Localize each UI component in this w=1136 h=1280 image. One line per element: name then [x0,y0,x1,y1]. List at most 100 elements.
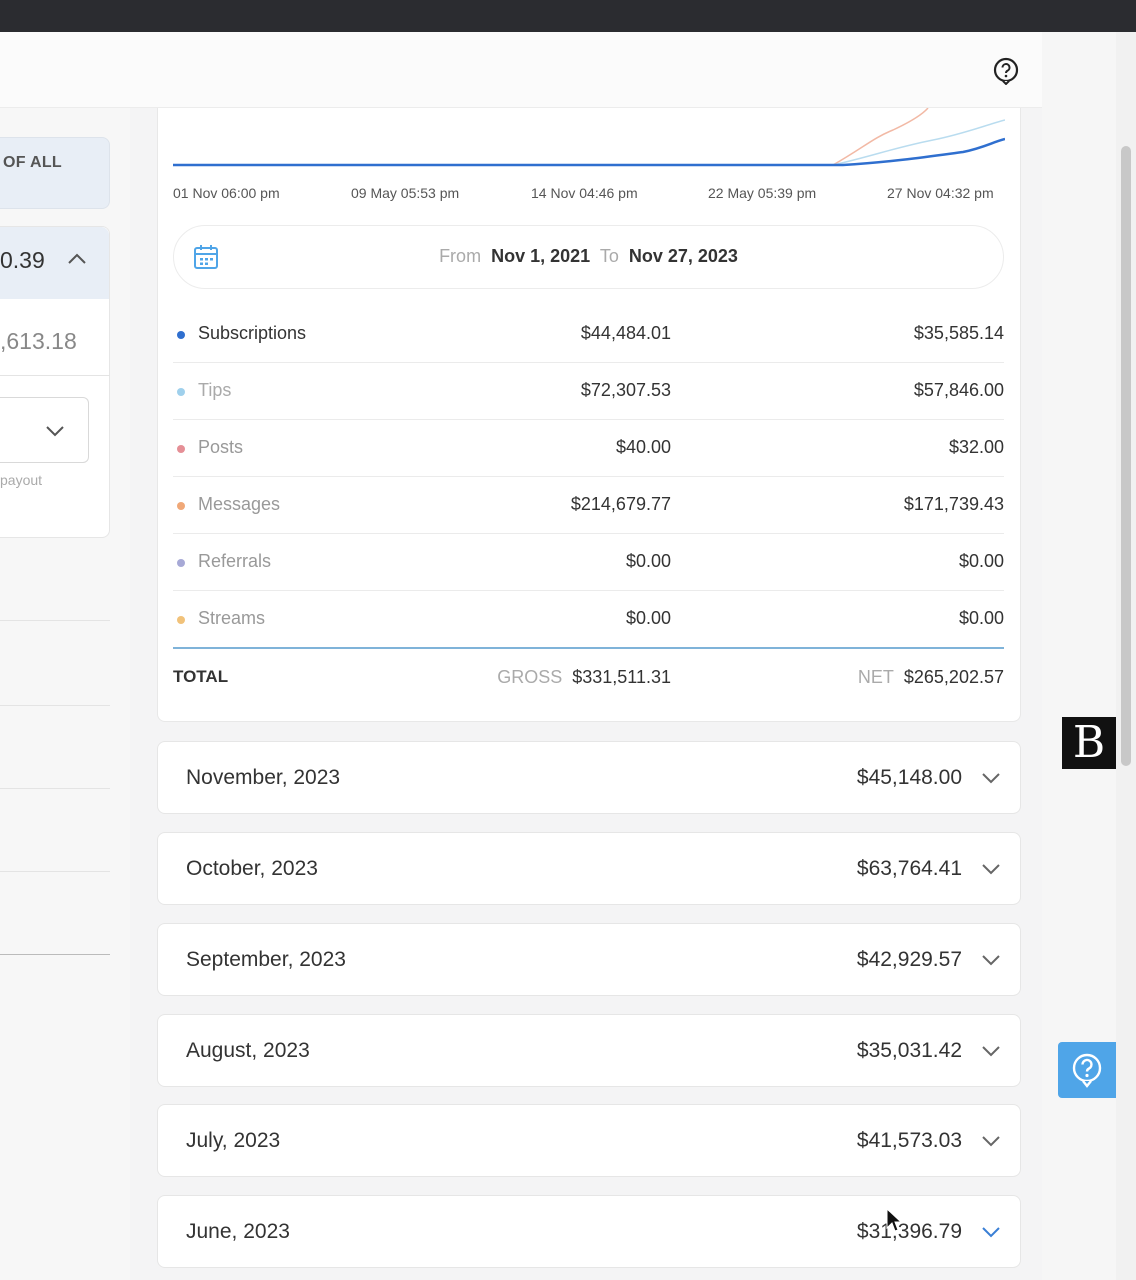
legend-dot [177,559,185,567]
chevron-down-icon[interactable] [980,1133,1002,1149]
x-tick-label: 22 May 05:39 pm [708,185,817,201]
earnings-label: Messages [198,494,281,514]
gross-amount: $0.00 [625,551,671,571]
left-summary-card: 0.39 ,613.18 payout [0,226,110,538]
chevron-down-icon[interactable] [980,952,1002,968]
gross-amount: $72,307.53 [580,380,671,400]
gross-amount: $44,484.01 [580,323,671,343]
earnings-label: Streams [198,608,266,628]
month-name: September, 2023 [186,948,346,971]
month-row[interactable]: July, 2023 $41,573.03 [157,1104,1021,1177]
payout-select[interactable] [0,397,89,463]
to-date: Nov 27, 2023 [628,246,738,266]
tips-series-line [173,119,1005,166]
help-chat-icon [1072,1053,1102,1088]
page-header [0,32,1042,108]
month-amount: $63,764.41 [856,857,962,880]
earnings-label: Subscriptions [198,323,307,343]
gross-amount: $214,679.77 [570,494,671,514]
month-name: August, 2023 [186,1039,310,1062]
month-row[interactable]: June, 2023 $31,396.79 [157,1195,1021,1268]
earnings-card [157,108,1021,722]
legend-dot [177,502,185,510]
browser-top-bar [0,0,1136,32]
earnings-label: Tips [198,380,232,400]
earnings-row-referrals: Referrals $0.00 $0.00 [173,534,1004,591]
month-amount: $45,148.00 [856,766,962,789]
x-tick-label: 27 Nov 04:32 pm [887,185,994,201]
earnings-row-streams: Streams $0.00 $0.00 [173,591,1004,648]
net-amount: $171,739.43 [903,494,1004,514]
month-row[interactable]: September, 2023 $42,929.57 [157,923,1021,996]
x-tick-label: 09 May 05:53 pm [351,185,460,201]
net-amount: $35,585.14 [913,323,1004,343]
to-label: To [599,246,619,266]
month-row[interactable]: October, 2023 $63,764.41 [157,832,1021,905]
calendar-icon[interactable] [192,243,220,271]
earnings-row-subscriptions: Subscriptions $44,484.01 $35,585.14 [173,306,1004,363]
net-amount: $57,846.00 [913,380,1004,400]
month-amount: $35,031.42 [856,1039,962,1062]
month-name: June, 2023 [186,1220,290,1243]
chevron-down-icon [46,426,64,437]
chevron-down-icon[interactable] [980,861,1002,877]
chevron-down-icon[interactable] [980,1224,1002,1240]
subscriptions-series-line [173,137,1005,167]
current-amount: 0.39 [0,247,45,273]
legend-dot [177,445,185,453]
from-label: From [439,246,482,266]
net-amount: $0.00 [958,551,1004,571]
divider [0,620,110,621]
month-amount: $42,929.57 [856,948,962,971]
earnings-row-tips: Tips $72,307.53 $57,846.00 [173,363,1004,420]
earnings-row-posts: Posts $40.00 $32.00 [173,420,1004,477]
help-widget-button[interactable] [1058,1042,1116,1098]
earnings-row-messages: Messages $214,679.77 $171,739.43 [173,477,1004,534]
earnings-chart [173,108,1005,167]
net-label: NET [857,667,894,687]
brand-logo[interactable]: B [1062,717,1116,769]
chevron-down-icon[interactable] [980,1043,1002,1059]
date-range-picker[interactable]: From Nov 1, 2021 To Nov 27, 2023 [173,225,1004,289]
help-icon[interactable] [992,57,1020,85]
from-date: Nov 1, 2021 [491,246,591,266]
gross-label: GROSS [497,667,563,687]
net-amount: $0.00 [958,608,1004,628]
total-label: TOTAL [173,667,229,686]
divider [0,954,110,955]
month-name: October, 2023 [186,857,318,880]
legend-dot [177,616,185,624]
total-gross: GROSS $331,511.31 [497,667,671,688]
earnings-label: Posts [198,437,244,457]
payout-note: payout [0,472,43,488]
date-range-text: From Nov 1, 2021 To Nov 27, 2023 [174,246,1003,267]
month-amount: $41,573.03 [856,1129,962,1152]
x-tick-label: 14 Nov 04:46 pm [531,185,638,201]
x-tick-label: 01 Nov 06:00 pm [173,185,280,201]
chevron-up-icon[interactable] [66,251,88,267]
scrollbar-thumb[interactable] [1121,146,1131,766]
gross-amount: $0.00 [625,608,671,628]
net-amount: $32.00 [948,437,1004,457]
gross-amount: $40.00 [615,437,671,457]
month-name: November, 2023 [186,766,341,789]
month-row[interactable]: August, 2023 $35,031.42 [157,1014,1021,1087]
all-tab-label: OF ALL [3,154,62,171]
all-tab[interactable]: OF ALL [0,137,110,209]
month-name: July, 2023 [186,1129,281,1152]
total-net: NET $265,202.57 [858,667,1004,688]
current-amount-row[interactable] [0,227,109,299]
total-net-amount: $265,202.57 [903,667,1004,687]
total-row: TOTAL GROSS $331,511.31 NET $265,202.57 [173,649,1004,706]
legend-dot [177,388,185,396]
previous-amount: ,613.18 [0,328,77,354]
month-amount: $31,396.79 [856,1220,962,1243]
earnings-label: Referrals [198,551,272,571]
legend-dot [177,331,185,339]
divider [0,871,110,872]
month-row[interactable]: November, 2023 $45,148.00 [157,741,1021,814]
total-gross-amount: $331,511.31 [572,667,671,687]
divider [0,375,110,376]
divider [0,705,110,706]
chevron-down-icon[interactable] [980,770,1002,786]
